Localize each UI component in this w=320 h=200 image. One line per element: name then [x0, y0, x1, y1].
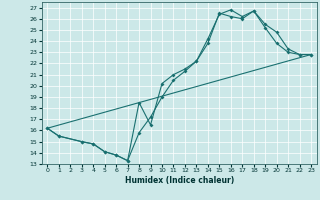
X-axis label: Humidex (Indice chaleur): Humidex (Indice chaleur): [124, 176, 234, 185]
